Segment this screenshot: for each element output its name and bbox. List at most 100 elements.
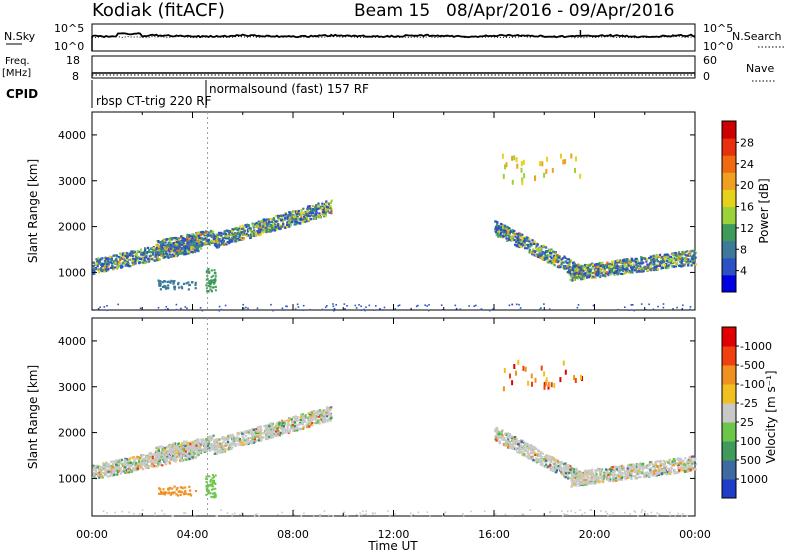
range-gate <box>209 444 212 447</box>
range-gate <box>546 261 549 264</box>
range-gate <box>615 271 618 274</box>
range-gate <box>188 283 191 286</box>
range-gate <box>257 227 260 230</box>
range-gate <box>315 411 318 414</box>
range-gate <box>179 236 182 239</box>
range-gate <box>167 280 171 283</box>
range-gate <box>169 243 172 246</box>
range-gate <box>214 242 217 246</box>
range-gate <box>549 251 552 255</box>
range-gate <box>147 464 150 468</box>
range-gate <box>128 254 131 257</box>
range-gate <box>212 274 215 277</box>
range-gate <box>110 256 113 259</box>
range-gate <box>174 255 177 258</box>
range-gate <box>286 216 289 219</box>
range-gate <box>267 434 270 437</box>
range-gate <box>652 254 655 257</box>
range-gate <box>522 159 525 165</box>
range-gate <box>169 242 172 245</box>
range-gate <box>184 306 187 308</box>
range-gate <box>426 305 428 307</box>
range-gate <box>660 256 663 259</box>
range-gate <box>497 225 500 228</box>
range-gate <box>208 442 211 445</box>
range-gate <box>242 228 246 231</box>
range-gate <box>188 446 191 449</box>
range-gate <box>210 269 213 272</box>
range-gate <box>311 424 314 427</box>
range-gate <box>319 205 322 208</box>
range-gate <box>588 276 591 279</box>
range-gate <box>313 417 316 420</box>
range-gate <box>100 257 103 260</box>
range-gate <box>310 423 313 426</box>
range-gate <box>666 259 669 262</box>
range-gate <box>242 433 245 436</box>
range-gate <box>544 250 548 253</box>
range-gate <box>195 249 199 252</box>
range-gate <box>167 244 170 248</box>
range-gate <box>216 240 219 243</box>
range-gate <box>214 277 217 280</box>
range-gate <box>164 457 167 460</box>
range-gate <box>142 458 145 461</box>
range-gate <box>222 232 225 235</box>
range-gate <box>161 448 164 451</box>
range-gate <box>231 443 234 446</box>
range-gate <box>205 231 208 234</box>
range-gate <box>180 243 183 246</box>
range-gate <box>569 465 572 468</box>
range-gate <box>201 438 205 441</box>
colorbar-segment <box>722 257 736 276</box>
range-gate <box>459 308 462 310</box>
range-gate <box>497 230 500 233</box>
range-gate <box>157 279 160 282</box>
range-gate <box>676 255 679 258</box>
range-gate <box>144 456 147 459</box>
range-gate <box>213 269 216 272</box>
range-gate <box>544 256 547 259</box>
range-gate <box>159 288 162 291</box>
range-gate <box>220 308 223 311</box>
range-gate <box>120 266 123 269</box>
range-gate <box>262 224 265 227</box>
range-gate <box>251 440 254 444</box>
range-gate <box>108 255 111 258</box>
range-gate <box>116 459 119 462</box>
range-gate <box>346 305 348 307</box>
range-gate <box>148 455 151 458</box>
range-gate <box>185 458 188 461</box>
range-gate <box>262 436 265 439</box>
cpid-segment-2: normalsound (fast) 157 RF <box>209 82 369 96</box>
range-gate <box>180 460 183 463</box>
range-gate <box>566 261 569 264</box>
range-gate <box>104 267 107 270</box>
power-data <box>92 112 698 312</box>
range-gate <box>306 422 309 425</box>
range-gate <box>275 228 278 231</box>
range-gate <box>103 306 106 308</box>
colorbar-tick-label: 16 <box>740 201 754 214</box>
range-gate <box>512 436 515 439</box>
range-gate <box>162 252 165 255</box>
range-gate <box>226 240 229 244</box>
range-gate <box>306 206 309 209</box>
power-ylabel: Slant Range [km] <box>26 159 40 263</box>
range-gate <box>106 263 109 266</box>
range-gate <box>174 239 177 242</box>
range-gate <box>510 237 513 240</box>
range-gate <box>286 424 289 427</box>
range-gate <box>381 309 384 311</box>
range-gate <box>194 237 197 241</box>
range-gate <box>579 276 582 279</box>
range-gate <box>250 229 253 232</box>
range-gate <box>318 409 322 412</box>
range-gate <box>233 443 236 446</box>
range-gate <box>103 265 106 268</box>
range-gate <box>228 448 231 451</box>
range-gate <box>176 243 179 246</box>
nave-label: Nave <box>746 62 774 75</box>
range-gate <box>293 429 296 432</box>
